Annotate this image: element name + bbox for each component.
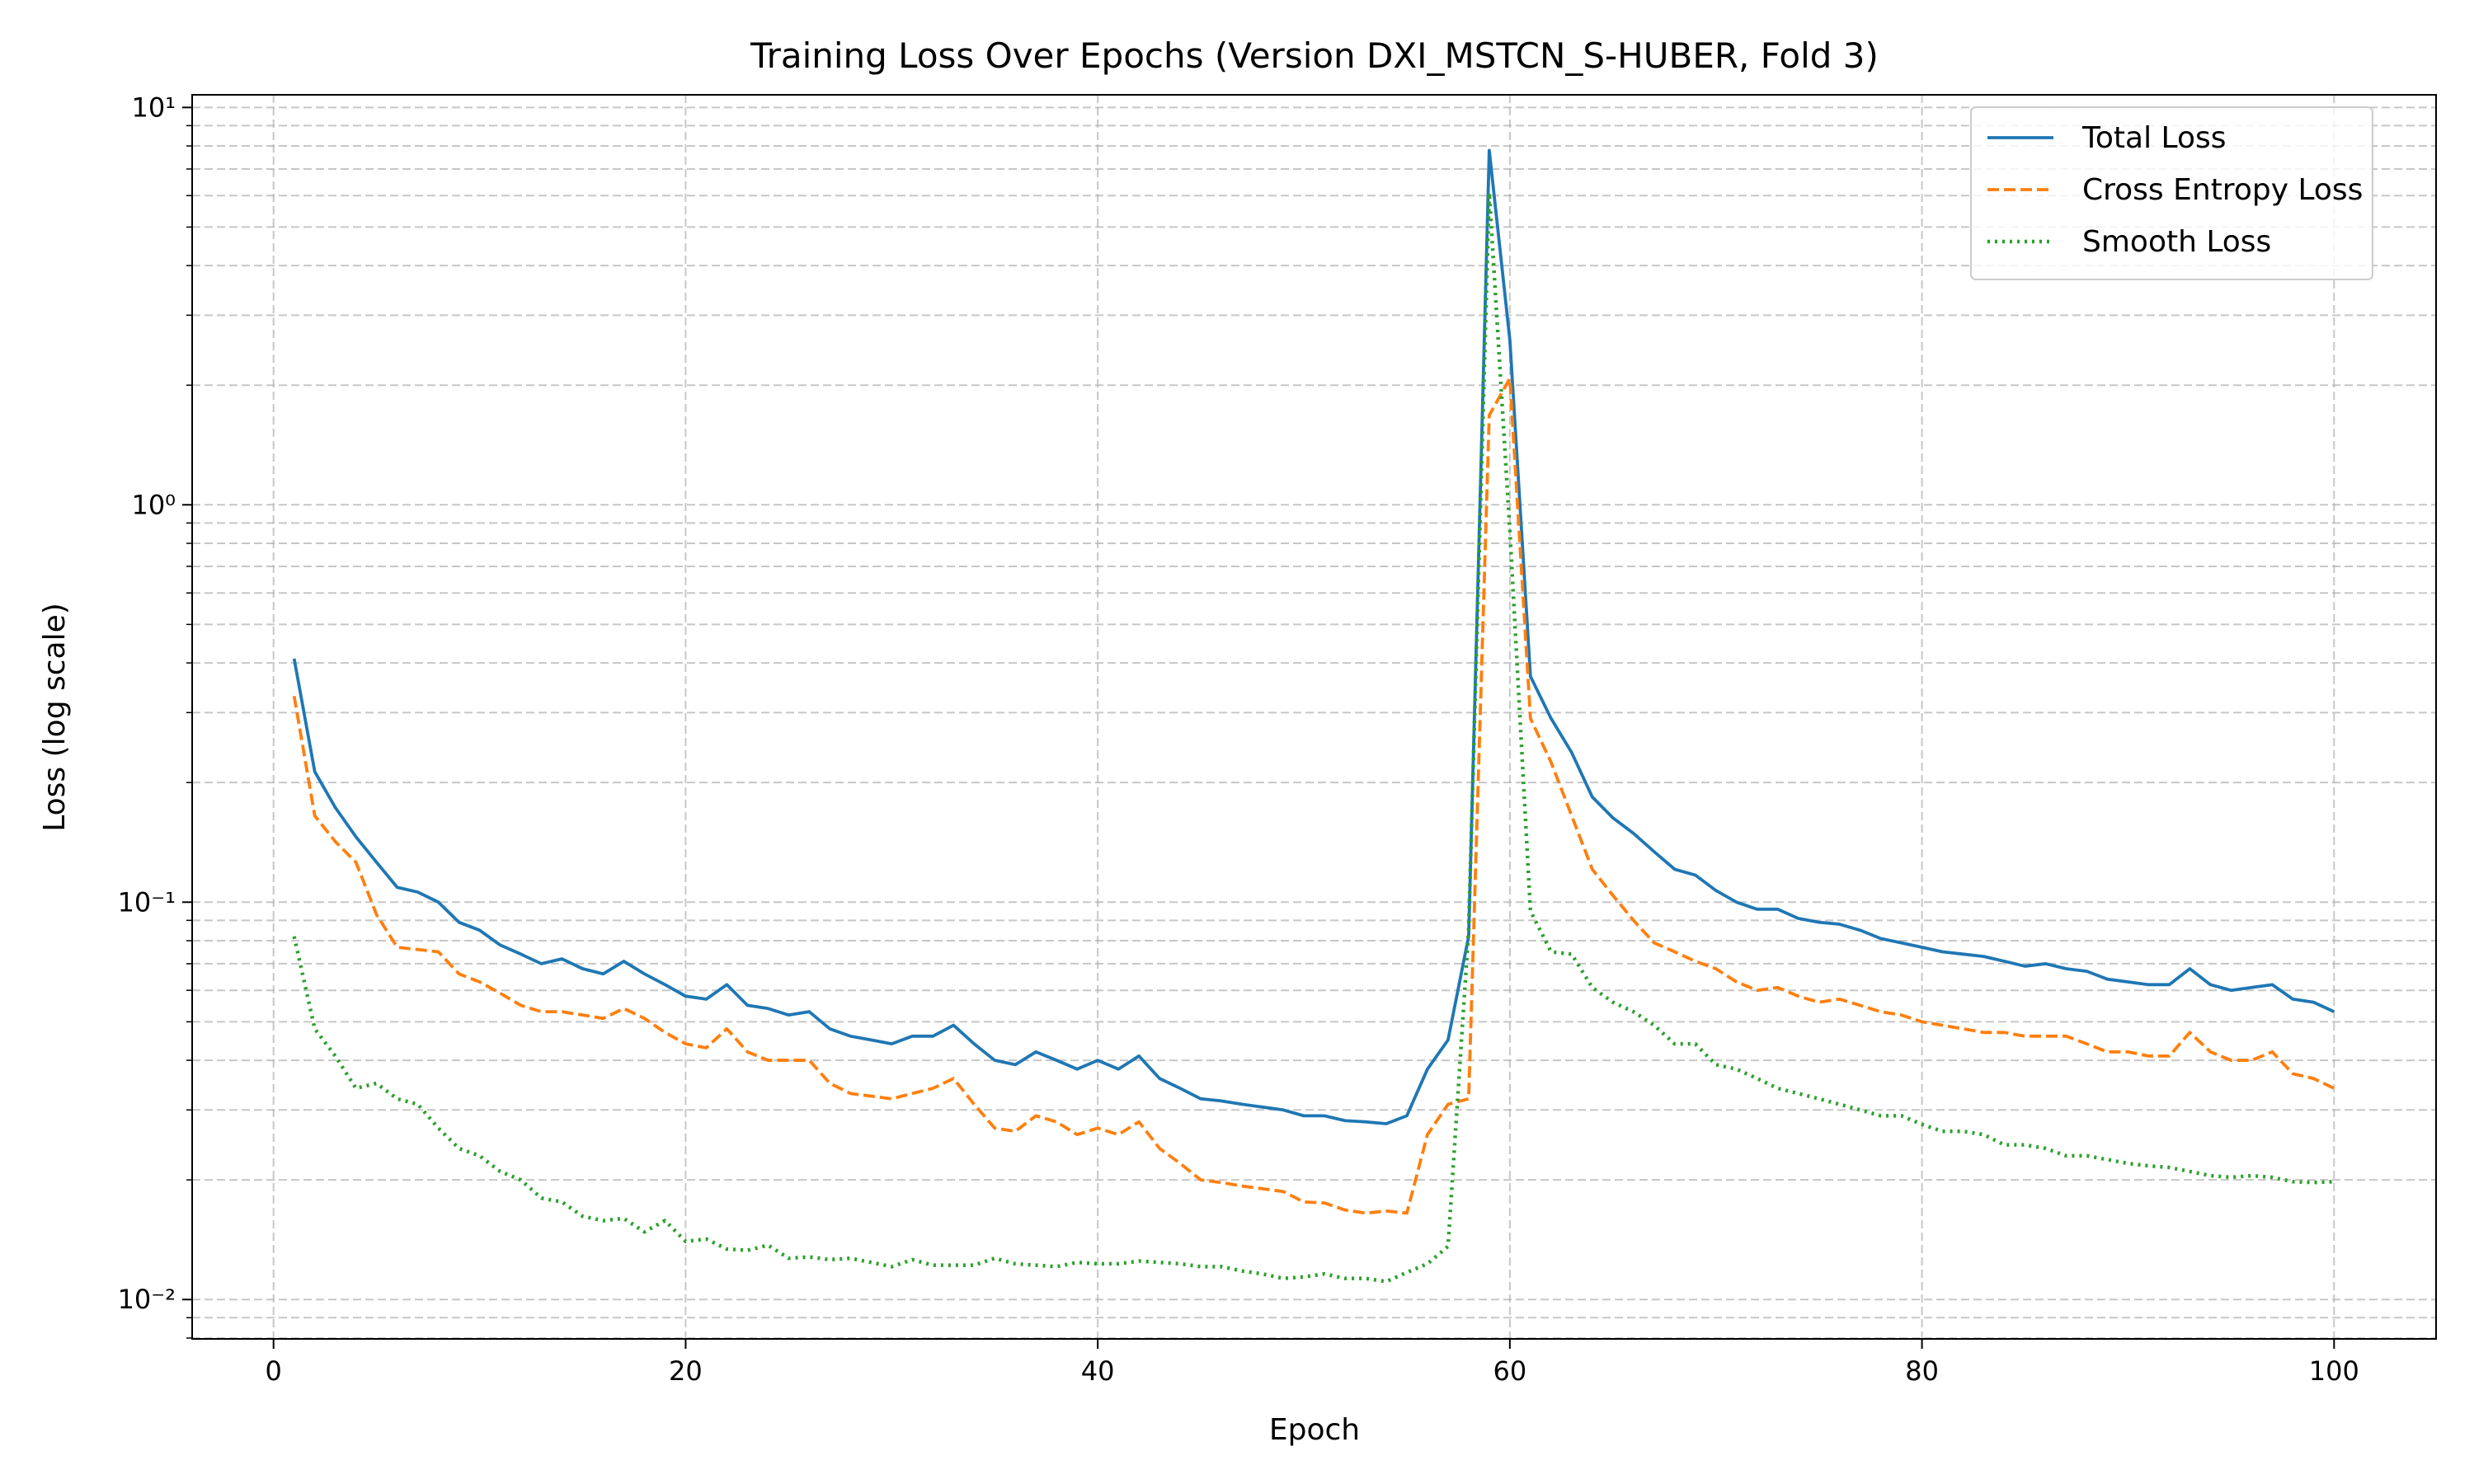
y-tick-label: 10⁻² <box>118 1284 176 1315</box>
y-tick-label: 10⁻¹ <box>118 886 176 918</box>
legend-label: Smooth Loss <box>2082 225 2271 259</box>
x-tick-label: 80 <box>1905 1355 1939 1387</box>
x-axis-label: Epoch <box>1269 1413 1360 1447</box>
plot-frame <box>191 94 2437 1340</box>
x-tick-label: 100 <box>2309 1355 2359 1387</box>
chart-title: Training Loss Over Epochs (Version DXI_M… <box>750 35 1879 76</box>
line-series <box>292 148 2335 1125</box>
legend-box <box>1970 106 2373 280</box>
legend: Total Loss Cross Entropy Loss Smooth Loss <box>1970 106 2373 280</box>
x-tick-label: 60 <box>1493 1355 1527 1387</box>
x-tick-label: 0 <box>266 1355 282 1387</box>
line-series <box>292 190 2335 1284</box>
legend-label: Total Loss <box>2081 121 2226 155</box>
y-axis-label: Loss (log scale) <box>38 603 72 832</box>
y-tick-label: 10¹ <box>131 92 176 123</box>
x-tick-label: 20 <box>669 1355 703 1387</box>
line-series <box>292 377 2335 1215</box>
legend-label: Cross Entropy Loss <box>2082 173 2363 207</box>
x-tick-label: 40 <box>1081 1355 1115 1387</box>
y-tick-label: 10⁰ <box>131 489 176 520</box>
